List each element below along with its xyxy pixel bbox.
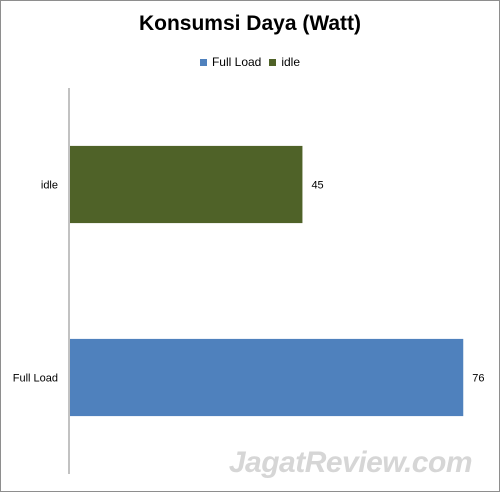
legend-item-full-load: Full Load [199, 55, 262, 69]
legend-item-idle: idle [269, 55, 300, 69]
legend-swatch-full-load [199, 58, 207, 66]
data-label-full-load: 76 [472, 373, 484, 385]
legend-label-full-load: Full Load [211, 55, 262, 69]
data-label-idle: 45 [311, 180, 323, 192]
legend-label-idle: idle [281, 55, 301, 69]
y-tick-label-idle: idle [41, 180, 58, 192]
bar-full-load [70, 338, 464, 417]
chart-title: Konsumsi Daya (Watt) [138, 12, 362, 35]
watermark-logo: JagatReview.com [228, 446, 473, 479]
y-tick-label-full-load: Full Load [13, 373, 58, 385]
legend: Full Load idle [0, 55, 500, 69]
legend-swatch-idle [269, 58, 277, 66]
bar-idle [70, 145, 303, 224]
